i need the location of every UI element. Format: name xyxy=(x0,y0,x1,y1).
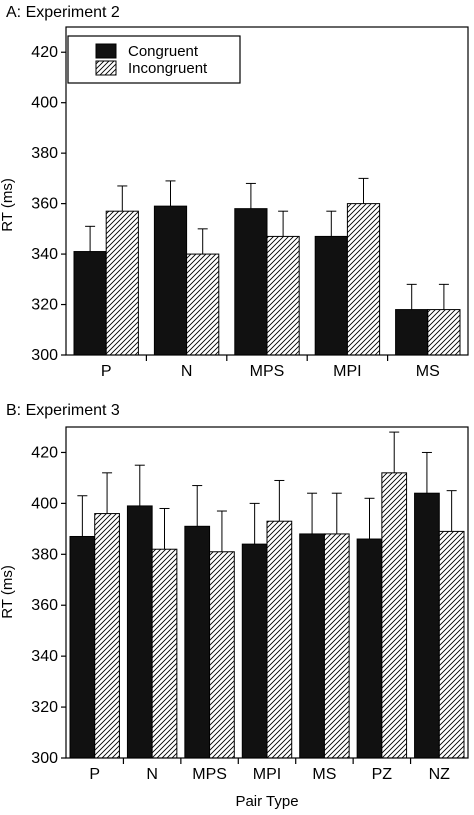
bar-incongruent-ms xyxy=(323,533,350,759)
y-tick-label: 380 xyxy=(31,145,58,162)
y-tick-label: 320 xyxy=(31,297,58,314)
y-tick-label: 320 xyxy=(31,699,58,716)
bar-congruent-mps xyxy=(234,208,268,356)
y-tick-label: 380 xyxy=(31,546,58,563)
legend-label-congruent: Congruent xyxy=(128,43,199,60)
x-category-label: N xyxy=(146,766,158,783)
y-tick-label: 340 xyxy=(31,246,58,263)
x-category-label: MPS xyxy=(192,766,227,783)
x-category-label: P xyxy=(89,766,100,783)
bar-incongruent-mps xyxy=(266,235,300,356)
bar-congruent-p xyxy=(73,251,107,356)
y-tick-label: 400 xyxy=(31,495,58,512)
y-tick-label: 300 xyxy=(31,750,58,767)
y-tick-label: 420 xyxy=(31,44,58,61)
y-tick-label: 340 xyxy=(31,648,58,665)
legend-swatch-congruent xyxy=(95,43,117,59)
panel-a-chart: A: Experiment 2 RT (ms) 300 320 340 360 380 4… xyxy=(0,4,469,380)
x-category-label: P xyxy=(101,363,112,380)
legend-label-incongruent: Incongruent xyxy=(128,60,208,77)
panel-b-plot-frame xyxy=(65,426,469,759)
bar-incongruent-mps xyxy=(209,551,235,759)
legend: Congruent Incongruent xyxy=(67,35,241,84)
bar-incongruent-p xyxy=(94,513,120,759)
bar-congruent-mpi xyxy=(314,235,348,356)
bar-congruent-pz xyxy=(356,538,383,759)
x-category-label: MS xyxy=(312,766,336,783)
bar-congruent-mpi xyxy=(241,543,268,759)
bar-congruent-p xyxy=(69,535,96,759)
y-tick-label: 400 xyxy=(31,95,58,112)
bar-incongruent-pz xyxy=(381,472,408,759)
y-tick-label: 360 xyxy=(31,597,58,614)
bar-congruent-ms xyxy=(299,533,325,759)
panel-b-title: B: Experiment 3 xyxy=(6,402,120,419)
legend-swatch-incongruent xyxy=(95,60,117,76)
x-category-label: NZ xyxy=(429,766,451,783)
bar-incongruent-n xyxy=(186,253,220,356)
panel-a-y-axis-label: RT (ms) xyxy=(0,178,16,232)
x-category-label: N xyxy=(181,363,193,380)
panel-b-x-axis-label: Pair Type xyxy=(235,793,298,810)
x-category-label: MPI xyxy=(253,766,281,783)
bar-congruent-n xyxy=(153,205,188,356)
x-category-label: PZ xyxy=(372,766,393,783)
panel-a-plot-frame xyxy=(65,26,469,356)
bar-congruent-n xyxy=(126,505,153,759)
y-tick-label: 300 xyxy=(31,347,58,364)
bar-incongruent-n xyxy=(151,548,178,759)
y-tick-label: 420 xyxy=(31,444,58,461)
bar-incongruent-p xyxy=(105,210,139,356)
x-category-label: MS xyxy=(416,363,440,380)
y-tick-label: 360 xyxy=(31,196,58,213)
panel-b-chart: B: Experiment 3 RT (ms) 300 320 340 360 380 4… xyxy=(0,402,469,810)
bar-incongruent-mpi xyxy=(266,520,293,759)
panel-b-y-axis-label: RT (ms) xyxy=(0,565,16,619)
bar-congruent-mps xyxy=(184,525,211,759)
panel-a-title: A: Experiment 2 xyxy=(6,4,120,21)
bar-incongruent-mpi xyxy=(346,203,381,356)
bar-congruent-nz xyxy=(414,492,440,759)
bar-incongruent-ms xyxy=(427,309,461,356)
x-category-label: MPI xyxy=(333,363,361,380)
bar-incongruent-nz xyxy=(438,530,465,759)
x-category-label: MPS xyxy=(250,363,285,380)
bar-congruent-ms xyxy=(395,309,429,356)
